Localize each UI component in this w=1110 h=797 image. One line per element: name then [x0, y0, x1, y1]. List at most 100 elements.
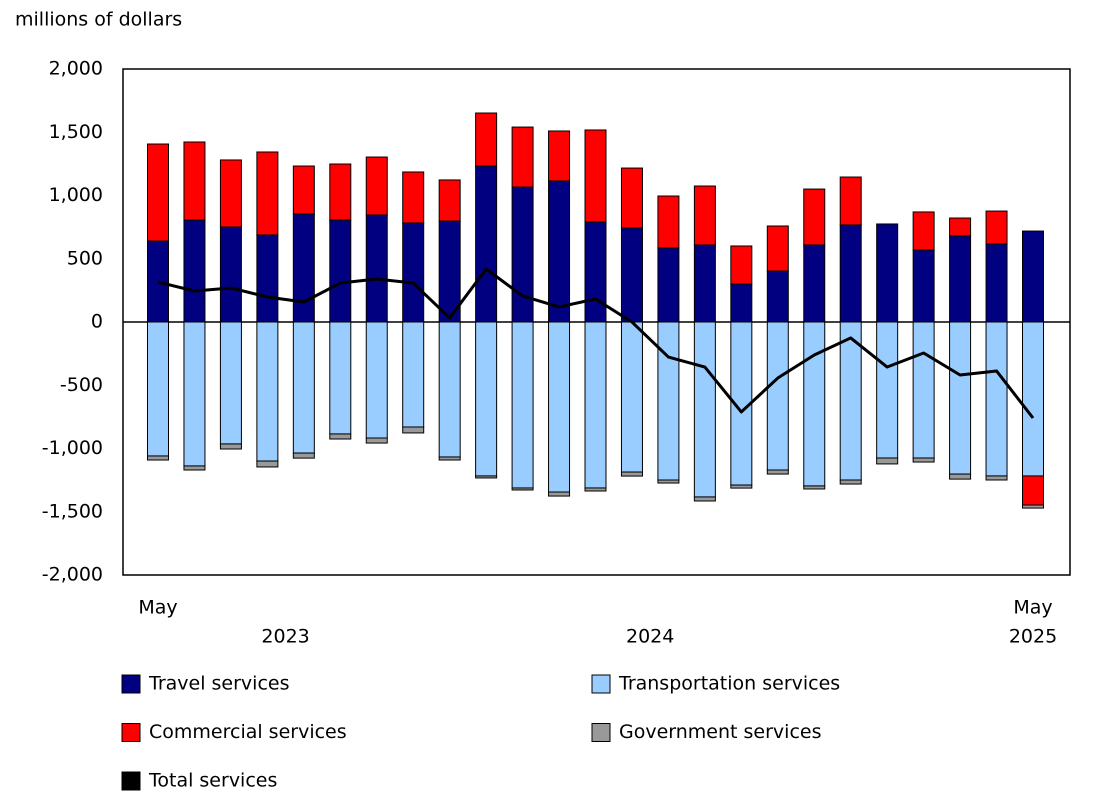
bar-segment	[548, 321, 571, 493]
legend-swatch	[591, 723, 611, 742]
bar-segment	[219, 321, 242, 445]
bar-segment	[657, 321, 680, 481]
bar-segment	[730, 283, 753, 323]
bar-segment	[693, 321, 716, 498]
legend-swatch	[121, 771, 141, 791]
bar-segment	[256, 151, 279, 236]
legend-swatch	[121, 674, 141, 694]
bar-segment	[839, 479, 862, 485]
bar-segment	[949, 321, 972, 475]
bar-segment	[548, 130, 571, 182]
bar-segment	[693, 185, 716, 246]
bar-segment	[147, 321, 169, 457]
bar-segment	[438, 179, 461, 222]
bar-segment	[292, 452, 315, 459]
y-tick-label: -2,000	[42, 564, 103, 586]
bar-segment	[183, 465, 206, 471]
bar-segment	[438, 321, 461, 458]
bar-segment	[511, 321, 534, 489]
bar-segment	[292, 165, 315, 215]
y-tick-label: -1,500	[42, 500, 103, 522]
bar-segment	[147, 240, 169, 323]
y-tick-label: -500	[60, 374, 103, 396]
bar-segment	[803, 485, 826, 490]
bar-segment	[584, 487, 607, 492]
x-group-label: 2023	[261, 626, 309, 648]
bar-segment	[475, 475, 498, 479]
bar-segment	[803, 321, 826, 487]
bar-segment	[766, 270, 789, 323]
bar-segment	[985, 210, 1008, 245]
bar-segment	[803, 244, 826, 323]
bar-segment	[730, 484, 753, 489]
y-tick-label: 2,000	[49, 58, 103, 80]
legend-swatch	[121, 723, 141, 742]
y-tick-label: 1,500	[49, 121, 103, 143]
bar-segment	[839, 224, 862, 323]
bar-segment	[402, 426, 425, 434]
bar-segment	[329, 219, 352, 323]
bar-segment	[985, 475, 1008, 481]
bar-segment	[402, 321, 425, 428]
bar-segment	[548, 491, 571, 497]
bar-segment	[620, 471, 643, 477]
bar-segment	[402, 171, 425, 224]
legend-label: Travel services	[148, 673, 289, 695]
legend-swatch	[591, 674, 611, 694]
bar-segment	[183, 321, 206, 467]
bar-segment	[912, 321, 935, 459]
bar-segment	[949, 217, 972, 237]
bar-segment	[219, 443, 242, 450]
y-axis-title: millions of dollars	[15, 9, 182, 31]
bar-segment	[985, 243, 1008, 323]
bar-segment	[912, 457, 935, 463]
bar-segment	[329, 321, 352, 435]
bar-segment	[985, 321, 1008, 477]
x-tick-label: May	[138, 597, 177, 619]
bar-segment	[876, 223, 899, 323]
bar-segment	[1022, 321, 1044, 477]
bar-segment	[365, 437, 388, 444]
bar-segment	[912, 249, 935, 323]
bar-segment	[584, 129, 607, 223]
bar-segment	[876, 457, 899, 465]
bar-segment	[657, 479, 680, 484]
bar-segment	[766, 225, 789, 272]
bar-segment	[475, 321, 498, 477]
bar-segment	[584, 321, 607, 489]
bar-segment	[766, 321, 789, 471]
legend-label: Commercial services	[149, 721, 347, 743]
bar-segment	[620, 227, 643, 323]
bar-segment	[256, 460, 279, 468]
bar-segment	[511, 186, 534, 323]
y-tick-label: -1,000	[42, 437, 103, 459]
bar-segment	[1022, 504, 1044, 509]
bar-segment	[183, 219, 206, 323]
bar-segment	[511, 487, 534, 491]
bar-segment	[256, 234, 279, 323]
total-line	[157, 267, 1035, 419]
bar-segment	[620, 167, 643, 229]
legend-label: Transportation services	[618, 673, 840, 695]
x-tick-label: May	[1013, 597, 1052, 619]
y-tick-label: 1,000	[49, 184, 103, 206]
bar-segment	[365, 214, 388, 323]
bar-segment	[183, 141, 206, 221]
bar-segment	[219, 226, 242, 323]
bar-segment	[438, 456, 461, 461]
bar-segment	[329, 433, 352, 440]
bar-segment	[912, 211, 935, 251]
bar-segment	[147, 143, 169, 242]
bar-segment	[256, 321, 279, 462]
bar-segment	[475, 165, 498, 323]
bar-segment	[147, 455, 169, 461]
bar-segment	[876, 321, 899, 459]
bar-segment	[839, 176, 862, 226]
bar-segment	[511, 126, 534, 188]
bar-segment	[657, 195, 680, 249]
x-group-label: 2025	[1009, 626, 1057, 648]
bar-segment	[584, 221, 607, 323]
y-tick-label: 500	[67, 247, 103, 269]
